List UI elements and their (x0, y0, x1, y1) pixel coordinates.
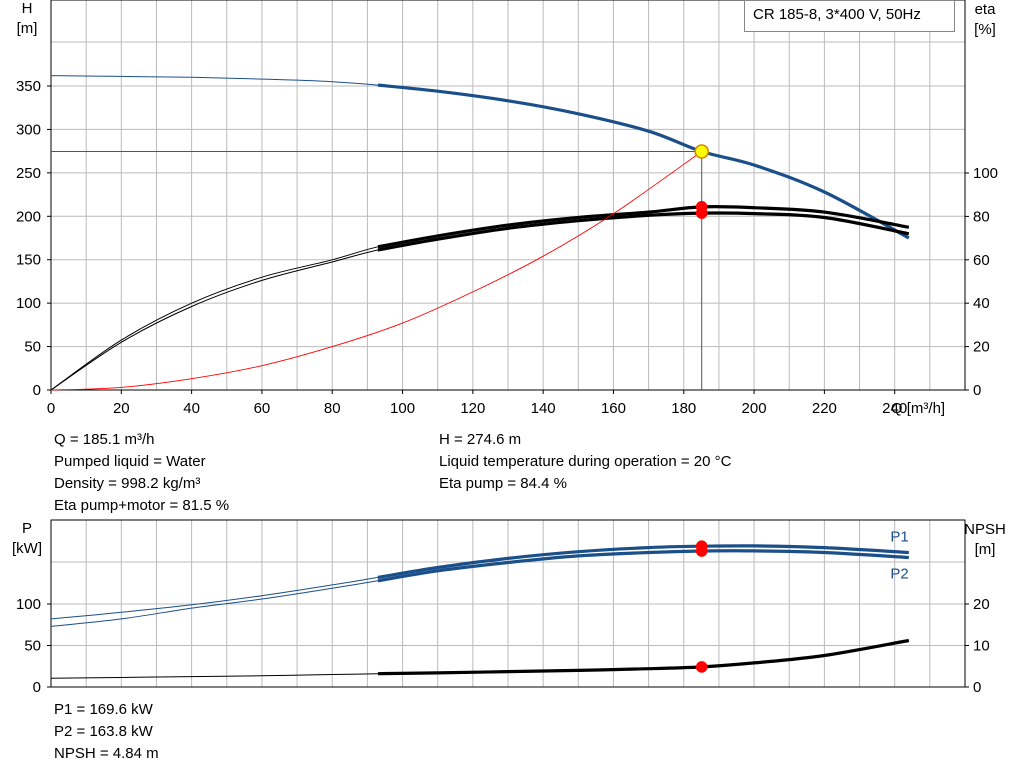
power-curve (50, 545, 909, 620)
operating-point-marker (695, 207, 708, 219)
head-curve-bold (377, 83, 910, 240)
x-tick-label: 40 (183, 400, 200, 417)
info-liquid: Pumped liquid = Water (54, 453, 206, 470)
y-right-tick-label: 100 (973, 165, 998, 182)
y-right-axis-label-line2: [%] (974, 21, 996, 38)
x-tick-label: 80 (324, 400, 341, 417)
y-right-axis-label-line1: NPSH (964, 521, 1006, 538)
y-left-tick-label: 50 (24, 638, 41, 655)
chart-panel (47, 0, 969, 394)
y-left-tick-label: 150 (16, 252, 41, 269)
bottom-info: P1 = 169.6 kW P2 = 163.8 kW NPSH = 4.84 … (54, 699, 159, 765)
info-npsh: NPSH = 4.84 m (54, 745, 159, 762)
y-right-tick-label: 20 (973, 596, 990, 613)
y-left-tick-label: 200 (16, 208, 41, 225)
info-eta-pump-motor: Eta pump+motor = 81.5 % (54, 497, 230, 514)
operating-point-marker (695, 661, 708, 673)
y-left-tick-label: 350 (16, 78, 41, 95)
y-right-tick-label: 80 (973, 208, 990, 225)
info-flow: Q = 185.1 m³/h (54, 431, 155, 448)
series-label-p2: P2 (890, 566, 908, 583)
pump-label-box: CR 185-8, 3*400 V, 50Hz (744, 0, 955, 32)
power-curve-bold (377, 549, 909, 583)
chart-panel (47, 519, 969, 688)
y-right-tick-label: 60 (973, 252, 990, 269)
y-left-tick-label: 0 (33, 679, 41, 696)
eta-curve-bold (377, 204, 910, 249)
x-axis-label: Q [m³/h] (891, 400, 945, 417)
x-tick-label: 100 (390, 400, 415, 417)
power-curve-bold (377, 544, 909, 579)
y-left-tick-label: 50 (24, 339, 41, 356)
y-right-tick-label: 40 (973, 295, 990, 312)
x-tick-label: 200 (742, 400, 767, 417)
y-right-tick-label: 10 (973, 638, 990, 655)
y-left-axis-label-line2: [m] (17, 20, 38, 37)
info-density: Density = 998.2 kg/m³ (54, 475, 201, 492)
y-left-axis-label-line1: H (22, 0, 33, 17)
system-curve (50, 151, 702, 391)
x-tick-label: 160 (601, 400, 626, 417)
plot-frame (50, 0, 966, 391)
y-left-tick-label: 100 (16, 596, 41, 613)
info-eta-pump: Eta pump = 84.4 % (439, 475, 567, 492)
series-label-p1: P1 (890, 529, 908, 546)
operating-point-marker (695, 545, 708, 557)
x-tick-label: 220 (812, 400, 837, 417)
info-p2: P2 = 163.8 kW (54, 723, 153, 740)
duty-point-marker (694, 144, 709, 159)
pump-label: CR 185-8, 3*400 V, 50Hz (753, 6, 921, 23)
y-left-axis-label-line2: [kW] (12, 540, 42, 557)
x-tick-label: 240 (882, 400, 907, 417)
top-info-right: H = 274.6 m Liquid temperature during op… (439, 429, 731, 495)
y-right-axis-label-line1: eta (975, 1, 997, 18)
y-left-tick-label: 250 (16, 165, 41, 182)
y-right-axis-label-line2: [m] (975, 541, 996, 558)
eta-curve-bold (377, 211, 910, 252)
eta-curve (50, 212, 909, 391)
y-left-tick-label: 300 (16, 121, 41, 138)
x-tick-label: 120 (460, 400, 485, 417)
x-tick-label: 60 (254, 400, 271, 417)
info-temperature: Liquid temperature during operation = 20… (439, 453, 732, 470)
top-info-left: Q = 185.1 m³/h Pumped liquid = Water Den… (54, 429, 229, 517)
x-tick-label: 0 (47, 400, 55, 417)
npsh-curve-bold (377, 638, 910, 676)
y-left-tick-label: 100 (16, 295, 41, 312)
info-p1: P1 = 169.6 kW (54, 701, 153, 718)
y-left-tick-label: 0 (33, 382, 41, 399)
y-left-axis-label-line1: P (22, 520, 32, 537)
x-tick-label: 140 (531, 400, 556, 417)
info-head: H = 274.6 m (439, 431, 522, 448)
x-tick-label: 180 (671, 400, 696, 417)
y-right-tick-label: 0 (973, 679, 981, 696)
y-right-tick-label: 0 (973, 382, 981, 399)
eta-curve (50, 206, 909, 391)
x-tick-label: 20 (113, 400, 130, 417)
y-right-tick-label: 20 (973, 339, 990, 356)
